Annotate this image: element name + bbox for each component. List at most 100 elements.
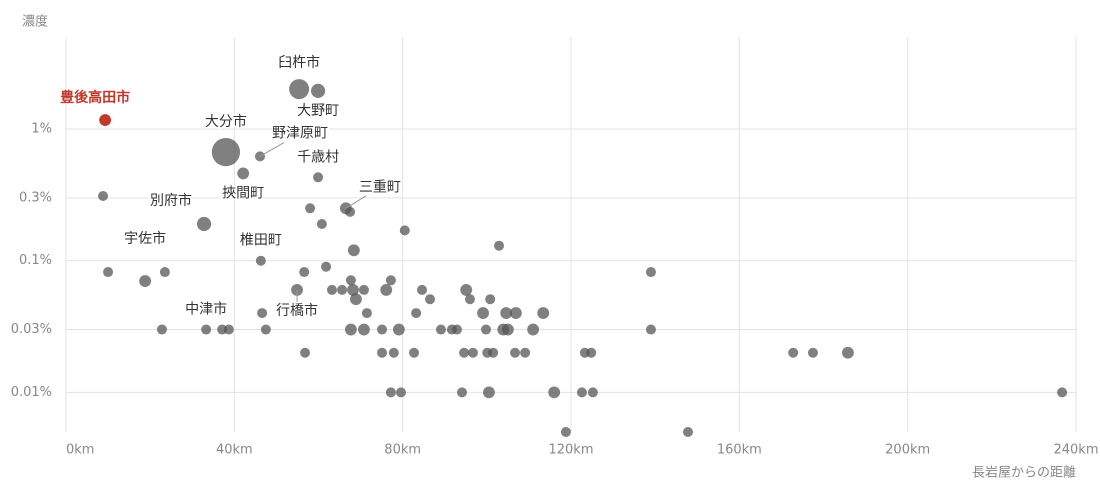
point (500, 307, 513, 320)
x-tick-label: 0km (66, 443, 94, 458)
point (305, 203, 316, 214)
point (586, 347, 597, 358)
point (377, 324, 388, 335)
point (201, 324, 212, 335)
y-axis-label: 濃度 (22, 14, 48, 30)
x-tick-label: 40km (216, 443, 253, 458)
point (1057, 387, 1068, 398)
annotation: 三重町 (359, 179, 401, 195)
point (139, 275, 152, 288)
y-tick-label: 1% (31, 122, 52, 137)
x-tick-label: 200km (885, 443, 930, 458)
point (337, 284, 348, 295)
point (425, 294, 436, 305)
annotation: 大分市 (205, 113, 247, 130)
point (289, 79, 310, 100)
point (358, 323, 370, 336)
point (385, 275, 396, 286)
y-tick-label: 0.03% (11, 322, 52, 337)
point (501, 323, 514, 336)
point (587, 387, 598, 398)
point (417, 284, 428, 295)
point (494, 240, 505, 251)
point (399, 225, 410, 236)
point (313, 172, 324, 183)
point (260, 324, 271, 335)
point (460, 283, 473, 296)
point (509, 307, 522, 320)
point (560, 427, 571, 437)
point (156, 324, 167, 335)
point (510, 347, 521, 358)
y-tick-label: 0.3% (19, 190, 52, 205)
point (520, 347, 531, 358)
annotation: 宇佐市 (124, 230, 166, 247)
annotation: 別府市 (150, 192, 192, 209)
point (300, 347, 311, 358)
point (347, 244, 360, 257)
point (257, 308, 268, 319)
point (682, 427, 693, 437)
point (409, 347, 420, 358)
point (459, 347, 470, 358)
point (377, 347, 388, 358)
point (451, 324, 462, 335)
y-tick-label: 0.01% (11, 385, 52, 400)
point (311, 83, 326, 98)
point (411, 308, 422, 319)
annotation: 大野町 (297, 103, 339, 119)
point (488, 347, 499, 358)
point (345, 206, 356, 217)
x-tick-label: 120km (548, 443, 593, 458)
x-tick-label: 160km (717, 443, 762, 458)
point (788, 347, 799, 358)
annotation: 野津原町 (272, 125, 328, 141)
point (467, 347, 478, 358)
point (807, 347, 818, 358)
annotation: 行橋市 (276, 302, 318, 319)
point (435, 324, 446, 335)
annotation-leader (345, 195, 367, 209)
point (345, 275, 356, 286)
point (344, 323, 357, 336)
point (485, 294, 496, 305)
annotation-leader (259, 142, 285, 157)
point (321, 261, 332, 272)
point (237, 167, 250, 180)
annotation: 豊後高田市 (60, 89, 130, 106)
point (380, 283, 393, 296)
point (457, 387, 468, 398)
x-tick-label: 80km (384, 443, 421, 458)
point (159, 267, 170, 278)
point (99, 114, 112, 126)
point (358, 284, 369, 295)
point (103, 267, 114, 278)
point (527, 323, 540, 336)
point (316, 218, 327, 229)
point (98, 191, 109, 202)
point (392, 323, 405, 336)
point (645, 324, 656, 335)
point (385, 387, 396, 398)
point (211, 137, 241, 167)
point (326, 284, 337, 295)
point (395, 387, 406, 398)
point (361, 308, 372, 319)
point (347, 283, 359, 296)
x-tick-label: 240km (1053, 443, 1098, 458)
annotation: 椎田町 (240, 233, 282, 249)
point (480, 324, 491, 335)
point (537, 307, 550, 320)
point (465, 294, 475, 305)
y-tick-label: 0.1% (19, 253, 52, 268)
point (196, 216, 212, 232)
annotation: 中津市 (185, 301, 227, 318)
point (483, 386, 495, 399)
x-axis-label: 長岩屋からの距離 (972, 466, 1076, 481)
annotation: 挾間町 (222, 185, 264, 201)
point (299, 267, 310, 278)
point (350, 293, 362, 306)
point (576, 387, 587, 398)
point (548, 386, 561, 399)
